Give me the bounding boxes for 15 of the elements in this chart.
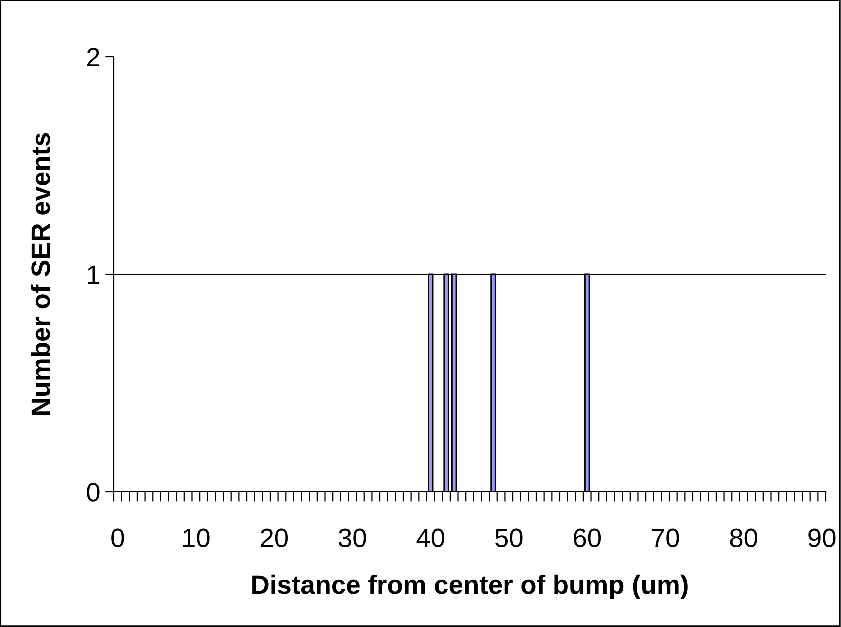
x-tick-label: 60: [574, 528, 602, 548]
x-tick-label: 20: [261, 528, 288, 548]
x-axis-title: Distance from center of bump (um): [252, 574, 688, 600]
x-tick-label: 70: [652, 528, 680, 548]
x-tick-label: 10: [183, 528, 210, 548]
x-tick-label: 90: [808, 528, 836, 548]
x-tick-label: 30: [338, 528, 366, 548]
x-tick-label: 0: [112, 528, 124, 548]
y-axis-title: Number of SER events: [30, 133, 50, 415]
x-tick-label: 50: [496, 528, 523, 548]
x-tick-label: 80: [730, 528, 758, 548]
y-tick-label: 1: [88, 266, 100, 284]
y-tick-label: 0: [87, 483, 100, 502]
x-tick-label: 40: [416, 528, 445, 548]
y-tick-label: 2: [87, 48, 100, 67]
